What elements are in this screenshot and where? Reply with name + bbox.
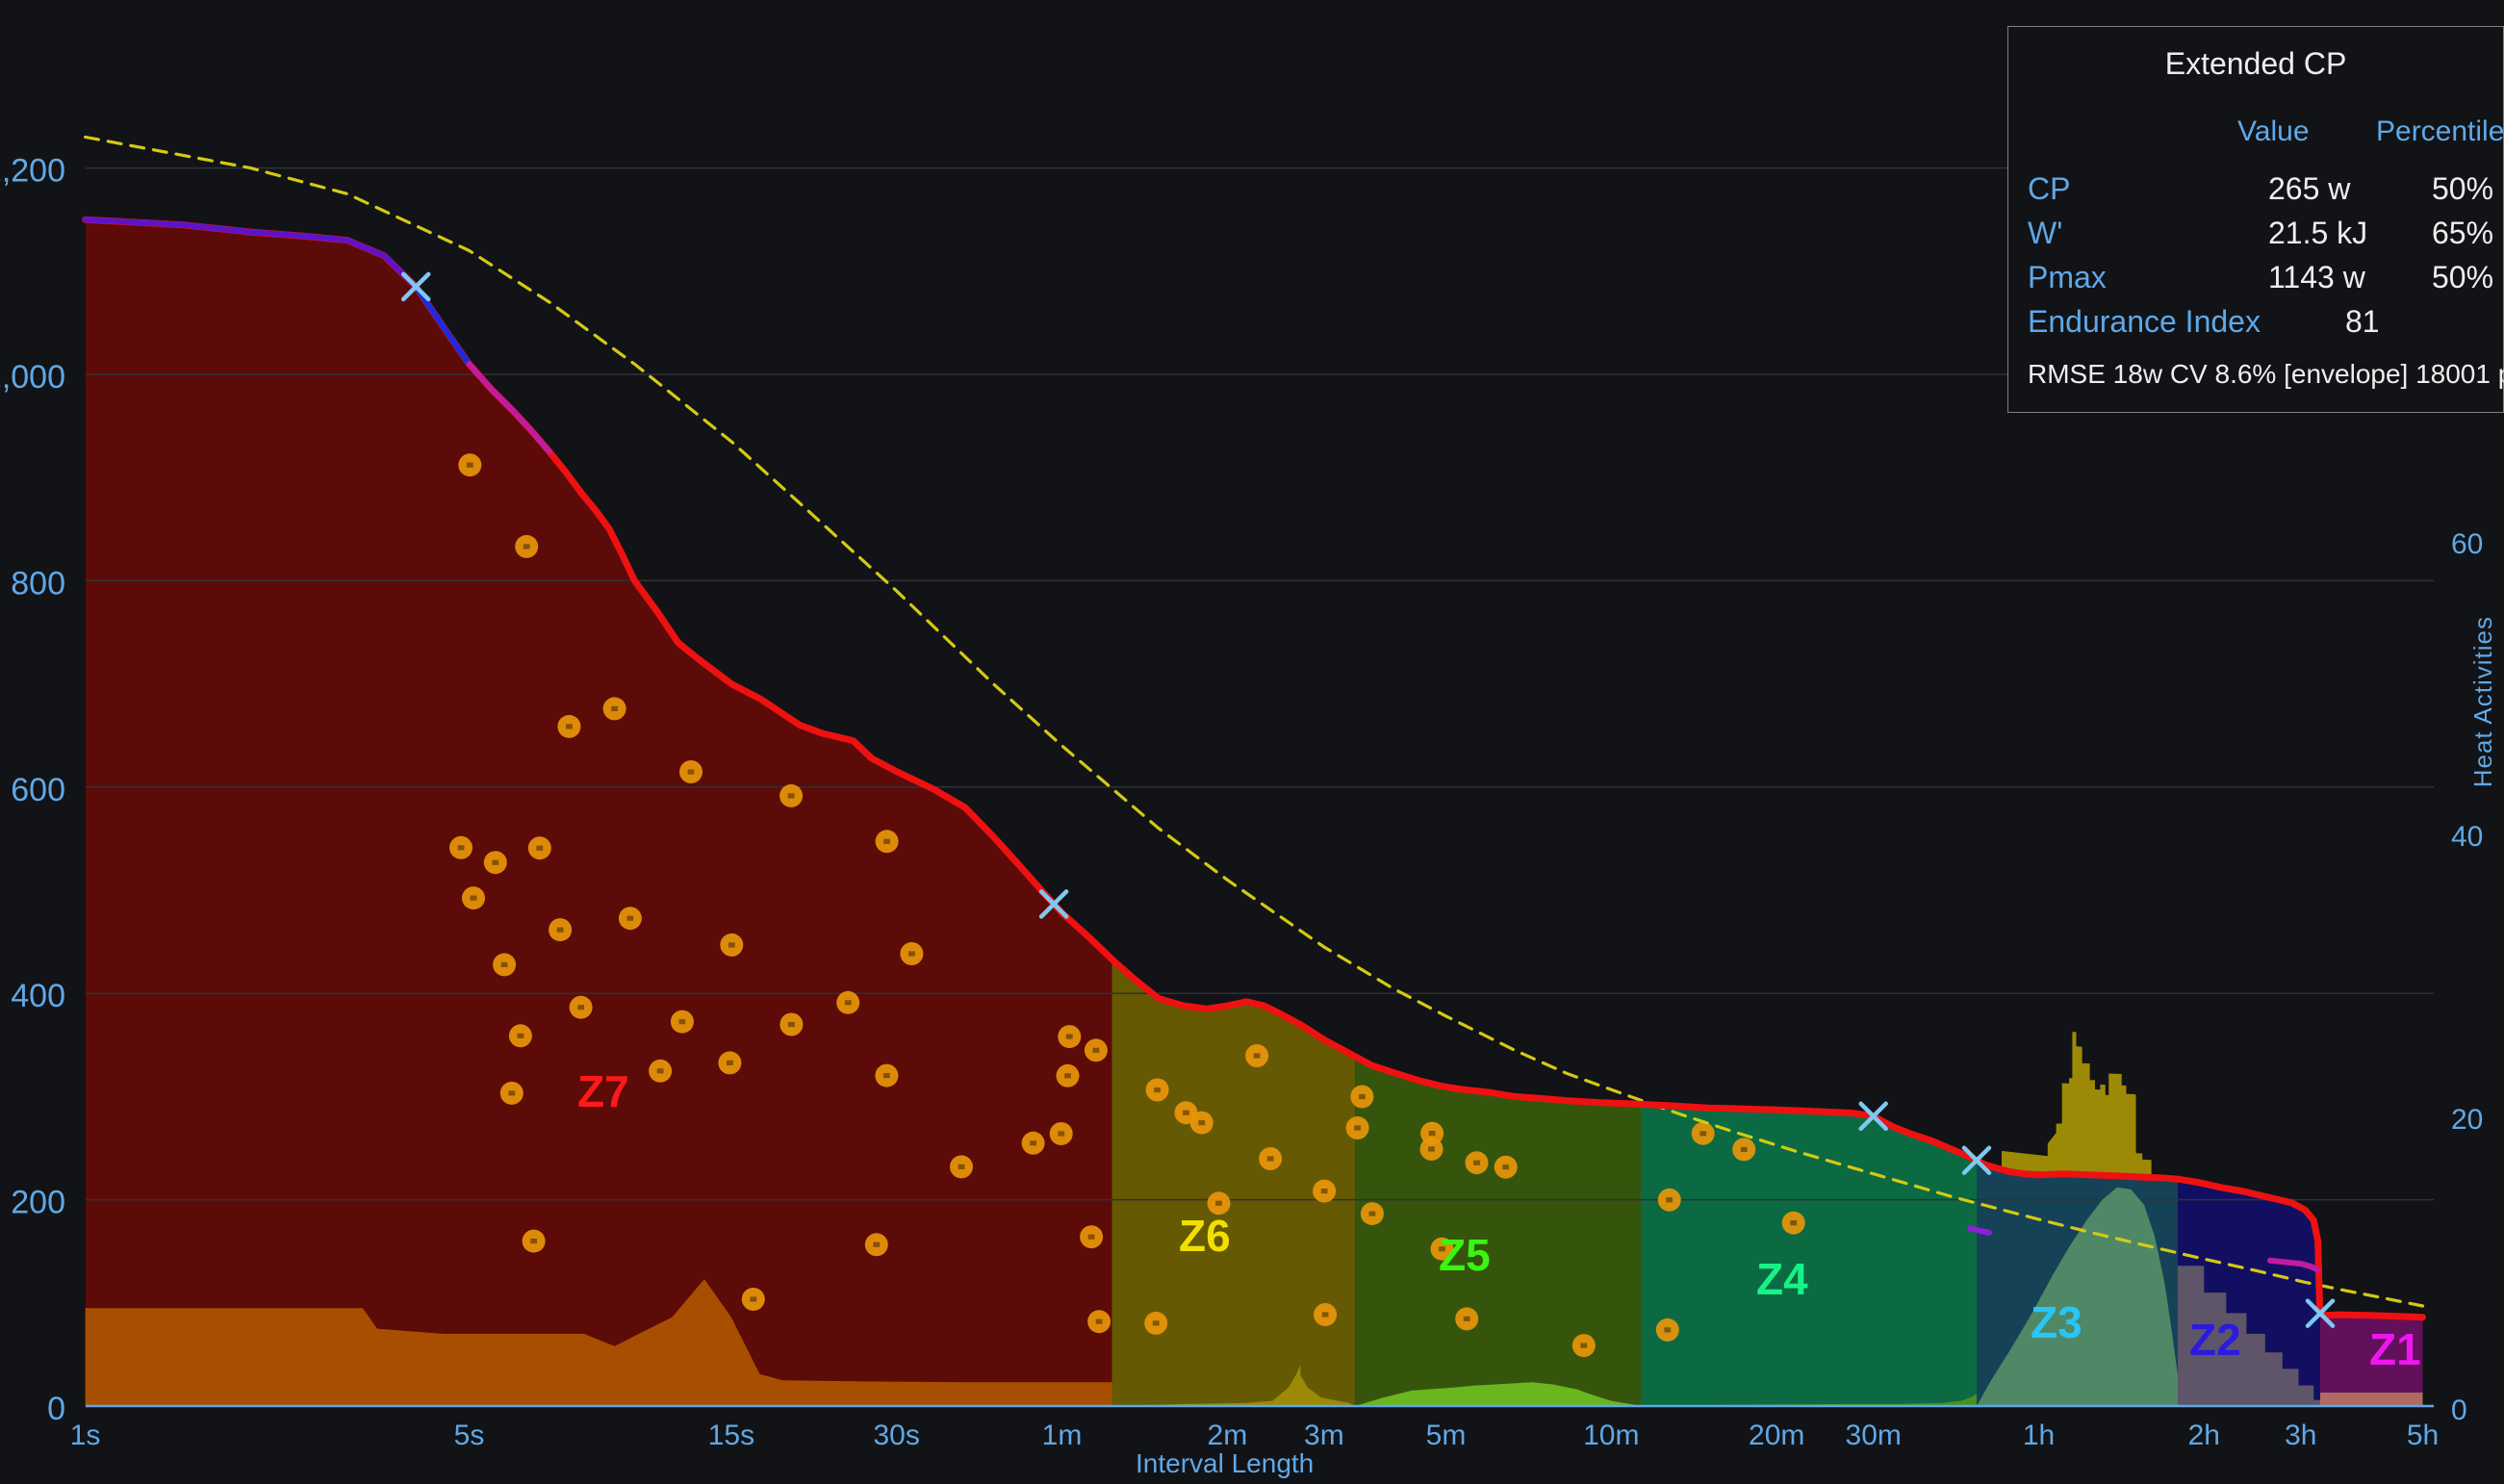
- svg-text:Z1: Z1: [2369, 1324, 2421, 1374]
- svg-text:1s: 1s: [70, 1420, 101, 1451]
- svg-text:400: 400: [11, 978, 65, 1014]
- svg-text:2m: 2m: [1208, 1420, 1248, 1451]
- svg-text:10m: 10m: [1583, 1420, 1639, 1451]
- svg-text:20m: 20m: [1749, 1420, 1804, 1451]
- svg-text:3h: 3h: [2285, 1420, 2316, 1451]
- svg-text:3m: 3m: [1304, 1420, 1344, 1451]
- svg-text:2h: 2h: [2188, 1420, 2220, 1451]
- svg-text:1m: 1m: [1042, 1420, 1083, 1451]
- svg-text:15s: 15s: [708, 1420, 754, 1451]
- svg-text:Z4: Z4: [1756, 1254, 1808, 1304]
- svg-text:20: 20: [2451, 1104, 2483, 1136]
- svg-text:30s: 30s: [874, 1420, 920, 1451]
- svg-text:Z7: Z7: [577, 1066, 629, 1116]
- svg-text:1,200: 1,200: [0, 153, 65, 190]
- svg-text:Z2: Z2: [2189, 1315, 2241, 1365]
- svg-text:0: 0: [47, 1391, 65, 1427]
- svg-text:5h: 5h: [2407, 1420, 2439, 1451]
- svg-text:0: 0: [2451, 1394, 2467, 1426]
- svg-text:40: 40: [2451, 821, 2483, 853]
- svg-text:5m: 5m: [1426, 1420, 1467, 1451]
- svg-text:Z6: Z6: [1179, 1211, 1231, 1261]
- svg-text:600: 600: [11, 772, 65, 808]
- svg-text:1h: 1h: [2023, 1420, 2055, 1451]
- svg-text:Z3: Z3: [2031, 1297, 2082, 1347]
- svg-text:1,000: 1,000: [0, 359, 65, 396]
- svg-text:60: 60: [2451, 528, 2483, 560]
- svg-text:800: 800: [11, 565, 65, 601]
- svg-text:Z5: Z5: [1439, 1230, 1491, 1280]
- svg-text:5s: 5s: [454, 1420, 485, 1451]
- svg-text:200: 200: [11, 1185, 65, 1221]
- svg-text:30m: 30m: [1846, 1420, 1902, 1451]
